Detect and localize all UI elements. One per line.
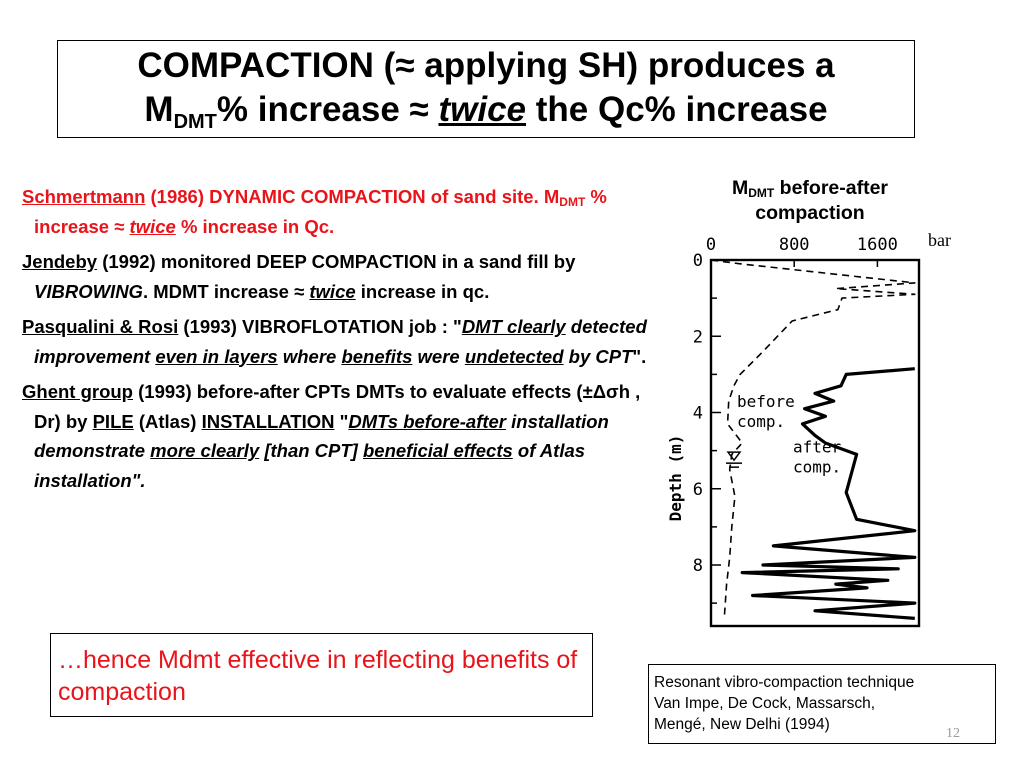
bullet-ghent-group: Ghent group (1993) before-after CPTs DMT… [22,381,641,491]
after-compaction-curve [740,367,917,620]
y-tick-label: 4 [693,404,703,424]
x-tick-label: 1600 [857,235,898,255]
bullet-pasqualini-rosi: Pasqualini & Rosi (1993) VIBROFLOTATION … [22,316,647,367]
slide-title: COMPACTION (≈ applying SH) produces a MD… [57,40,915,138]
unit-label: bar [928,230,951,250]
x-tick-label: 800 [779,235,810,255]
case-list: Schmertmann (1986) DYNAMIC COMPACTION of… [22,182,662,501]
after-comp-annotation-line: comp. [793,458,841,477]
author-jendeby: Jendeby [22,251,98,272]
reference-line-2: Van Impe, De Cock, Massarsch, [654,695,876,712]
title-line-1: COMPACTION (≈ applying SH) produces a [137,46,835,85]
reference-line-3: Mengé, New Delhi (1994) [654,716,830,733]
reference-line-1: Resonant vibro-compaction technique [654,674,915,691]
y-axis-label: Depth (m) [666,435,685,522]
water-table-icon [726,451,742,462]
bullet-schmertmann: Schmertmann (1986) DYNAMIC COMPACTION of… [22,186,607,237]
x-tick-label: 0 [706,235,716,255]
y-tick-label: 6 [693,480,703,500]
conclusion-box: …hence Mdmt effective in reflecting bene… [50,633,593,717]
y-tick-label: 0 [693,251,703,271]
title-line-2: MDMT% increase ≈ twice the Qc% increase [144,90,828,133]
author-pasqualini-rosi: Pasqualini & Rosi [22,316,179,337]
reference-box: Resonant vibro-compaction technique Van … [648,664,996,744]
y-tick-label: 8 [693,556,703,576]
before-comp-annotation-line: comp. [737,412,785,431]
author-ghent-group: Ghent group [22,381,133,402]
y-tick-label: 2 [693,327,703,347]
page-number: 12 [946,726,960,741]
title-twice: twice [438,90,527,129]
plot-frame [709,258,921,628]
after-comp-annotation-line: after [793,438,842,457]
bullet-jendeby: Jendeby (1992) monitored DEEP COMPACTION… [22,251,576,302]
before-compaction-curve [710,259,916,615]
author-schmertmann: Schmertmann [22,186,146,207]
chart-title: MDMT before-after compaction [731,177,889,224]
before-comp-annotation-line: before [737,392,795,411]
